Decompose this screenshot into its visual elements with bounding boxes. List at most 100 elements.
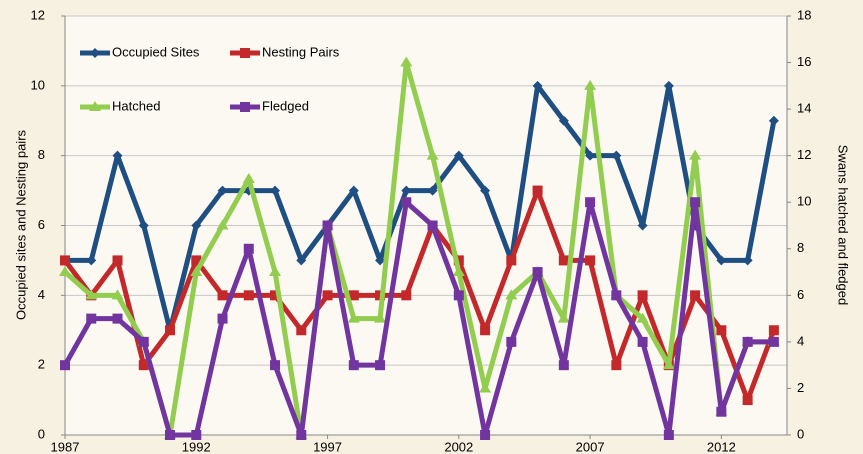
marker <box>611 150 622 161</box>
marker <box>243 290 254 301</box>
marker <box>270 360 281 371</box>
marker <box>663 430 674 440</box>
x-tick-label: 1992 <box>182 439 211 454</box>
marker <box>296 430 307 440</box>
marker <box>611 290 622 301</box>
marker <box>427 220 438 231</box>
y2-tick-label: 14 <box>797 101 811 116</box>
x-tick-label: 1997 <box>313 439 342 454</box>
legend-label: Fledged <box>262 98 309 113</box>
series-line <box>63 60 774 438</box>
marker <box>240 102 250 112</box>
marker <box>637 220 648 231</box>
legend-label: Hatched <box>112 98 160 113</box>
marker <box>453 255 464 266</box>
y-tick-label: 4 <box>38 287 45 302</box>
marker <box>59 266 71 277</box>
marker <box>242 172 255 183</box>
marker <box>532 267 543 278</box>
marker <box>347 312 360 323</box>
marker <box>585 150 596 161</box>
marker <box>112 150 123 161</box>
marker <box>401 290 412 301</box>
marker <box>637 290 648 301</box>
marker <box>452 266 465 277</box>
marker <box>190 266 203 277</box>
marker <box>348 185 359 196</box>
marker <box>506 255 517 266</box>
marker <box>270 185 281 196</box>
marker <box>768 325 779 336</box>
y2-axis-label: Swans hatched and fledged <box>836 145 851 305</box>
y-tick-label: 12 <box>31 7 45 22</box>
marker <box>296 325 307 336</box>
marker <box>191 255 202 266</box>
marker <box>90 48 100 58</box>
marker <box>165 430 176 440</box>
marker <box>217 290 228 301</box>
marker <box>480 185 491 196</box>
marker <box>348 360 359 371</box>
marker <box>138 360 149 371</box>
marker <box>742 336 753 347</box>
y2-tick-label: 4 <box>797 333 804 348</box>
y2-tick-label: 10 <box>797 194 811 209</box>
marker <box>453 290 464 301</box>
marker <box>585 197 596 208</box>
series-line <box>62 199 774 438</box>
marker <box>506 336 517 347</box>
x-tick-label: 2002 <box>444 439 473 454</box>
y-axis-label: Occupied sites and Nesting pairs <box>13 129 28 320</box>
x-tick-label: 2012 <box>707 439 736 454</box>
marker <box>89 101 101 111</box>
y2-tick-label: 16 <box>797 54 811 69</box>
legend-label: Nesting Pairs <box>262 44 340 59</box>
marker <box>191 430 202 440</box>
marker <box>584 79 597 90</box>
y2-tick-label: 6 <box>797 287 804 302</box>
marker <box>86 313 97 324</box>
x-tick-label: 2007 <box>576 439 605 454</box>
marker <box>427 185 438 196</box>
y-tick-label: 6 <box>38 217 45 232</box>
marker <box>217 313 228 324</box>
marker <box>480 430 491 440</box>
marker <box>742 255 753 266</box>
y2-tick-label: 12 <box>797 147 811 162</box>
marker <box>375 360 386 371</box>
y-tick-label: 0 <box>38 426 45 441</box>
marker <box>217 185 228 196</box>
marker <box>557 312 570 323</box>
marker <box>111 289 124 300</box>
marker <box>453 150 464 161</box>
y2-tick-label: 18 <box>797 7 811 22</box>
marker <box>479 382 492 393</box>
marker <box>243 243 254 254</box>
marker <box>86 255 97 266</box>
marker <box>532 80 543 91</box>
marker <box>374 312 387 323</box>
marker <box>138 336 149 347</box>
marker <box>165 325 176 336</box>
y-tick-label: 8 <box>38 147 45 162</box>
y2-tick-label: 0 <box>797 426 804 441</box>
marker <box>716 325 727 336</box>
marker <box>716 406 727 417</box>
marker <box>716 255 727 266</box>
marker <box>216 219 229 230</box>
marker <box>505 289 518 300</box>
marker <box>558 115 569 126</box>
marker <box>611 360 622 371</box>
marker <box>480 325 491 336</box>
marker <box>689 149 702 160</box>
series-line <box>65 83 777 333</box>
marker <box>348 290 359 301</box>
marker <box>138 220 149 231</box>
marker <box>532 185 543 196</box>
marker <box>296 255 307 266</box>
marker <box>690 197 701 208</box>
series-line <box>63 188 777 403</box>
y2-tick-label: 2 <box>797 380 804 395</box>
